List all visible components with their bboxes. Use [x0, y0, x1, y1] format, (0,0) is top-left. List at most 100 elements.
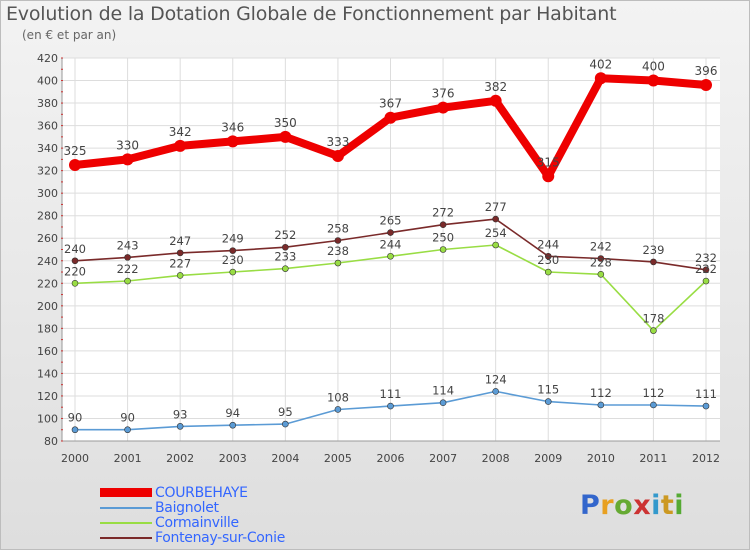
data-label: 233 [274, 250, 296, 264]
x-tick-label: 2009 [534, 452, 562, 465]
logo-letter: x [633, 490, 652, 521]
data-point [229, 268, 237, 276]
data-point [282, 265, 289, 272]
data-label: 90 [120, 411, 135, 425]
y-tick-label: 160 [37, 345, 58, 358]
data-label: 247 [169, 234, 191, 248]
data-label: 230 [222, 253, 244, 267]
legend-item-fontenay: Fontenay-sur-Conie [100, 530, 285, 545]
data-point [69, 159, 81, 172]
data-point [439, 221, 447, 229]
proxiti-logo: Proxiti [580, 490, 684, 521]
data-point [384, 111, 397, 124]
data-point [71, 257, 79, 265]
data-point [702, 266, 710, 274]
data-point [229, 247, 237, 254]
legend-label-cormainville: Cormainville [155, 514, 239, 531]
x-tick-label: 2000 [61, 452, 89, 465]
data-label: 111 [380, 387, 402, 401]
data-point [176, 423, 184, 430]
data-point [282, 420, 289, 428]
data-label: 249 [222, 232, 244, 246]
data-label: 230 [537, 253, 559, 267]
logo-letter: i [651, 490, 661, 521]
y-tick-label: 280 [37, 210, 58, 223]
data-label: 325 [64, 144, 87, 158]
y-tick-label: 220 [37, 277, 58, 290]
y-tick-label: 380 [37, 97, 58, 110]
data-point [334, 406, 342, 413]
y-tick-label: 260 [37, 232, 58, 245]
legend-label-baignolet: Baignolet [155, 499, 219, 516]
data-point [124, 426, 131, 434]
x-tick-label: 2007 [429, 452, 457, 465]
data-point [439, 246, 447, 253]
data-point [334, 237, 342, 244]
data-label: 272 [432, 206, 454, 220]
x-tick-label: 2008 [482, 452, 510, 465]
data-label: 250 [432, 231, 454, 245]
y-tick-label: 240 [37, 255, 58, 268]
y-tick-label: 420 [37, 52, 58, 65]
y-tick-label: 300 [37, 187, 58, 200]
data-label: 240 [64, 242, 86, 256]
data-point [174, 139, 187, 152]
data-point [121, 153, 134, 166]
data-label: 252 [274, 228, 296, 242]
legend-label-courbehaye: COURBEHAYE [155, 484, 248, 501]
data-label: 220 [64, 264, 86, 278]
legend-item-cormainville: Cormainville [100, 515, 239, 530]
data-label: 277 [485, 200, 507, 214]
data-point [544, 252, 552, 260]
data-label: 402 [589, 57, 612, 71]
data-point [71, 426, 79, 434]
data-point [282, 243, 289, 251]
data-point [650, 258, 657, 266]
data-point [700, 79, 712, 92]
data-label: 227 [169, 256, 191, 270]
data-label: 333 [326, 135, 349, 149]
data-label: 112 [642, 386, 664, 400]
data-point [279, 130, 292, 143]
legend-swatch-courbehaye [100, 488, 152, 497]
legend-swatch-cormainville [100, 521, 152, 524]
logo-letter: P [580, 490, 601, 521]
data-point [544, 398, 552, 405]
chart-title: Evolution de la Dotation Globale de Fonc… [6, 3, 617, 25]
data-label: 254 [485, 226, 507, 240]
y-tick-label: 360 [37, 120, 58, 133]
data-label: 376 [432, 87, 455, 101]
chart-subtitle: (en € et par an) [22, 28, 117, 42]
logo-letter: i [674, 490, 685, 521]
data-label: 111 [695, 387, 717, 401]
data-point [226, 135, 239, 148]
data-point [647, 74, 660, 87]
data-point [492, 388, 499, 395]
logo-letter: r [600, 490, 615, 521]
x-tick-label: 2002 [166, 452, 194, 465]
data-label: 350 [274, 116, 297, 130]
data-point [597, 270, 605, 278]
x-tick-label: 2010 [587, 452, 615, 465]
y-tick-label: 120 [37, 390, 58, 403]
data-label: 124 [485, 372, 507, 386]
data-point [544, 268, 552, 276]
data-label: 94 [225, 406, 240, 420]
legend-item-courbehaye: COURBEHAYE [100, 485, 248, 500]
data-point [542, 170, 555, 183]
data-label: 112 [590, 386, 612, 400]
data-point [489, 94, 502, 107]
data-point [650, 401, 657, 409]
data-label: 346 [221, 120, 244, 134]
x-tick-label: 2004 [271, 452, 299, 465]
data-label: 239 [642, 243, 664, 257]
data-label: 222 [695, 262, 717, 276]
data-point [387, 402, 394, 410]
data-label: 108 [327, 390, 349, 404]
y-tick-label: 100 [37, 412, 58, 425]
data-label: 244 [537, 237, 559, 251]
x-tick-label: 2003 [219, 452, 247, 465]
data-label: 330 [116, 138, 139, 152]
data-label: 342 [169, 125, 192, 139]
data-point [124, 254, 131, 261]
